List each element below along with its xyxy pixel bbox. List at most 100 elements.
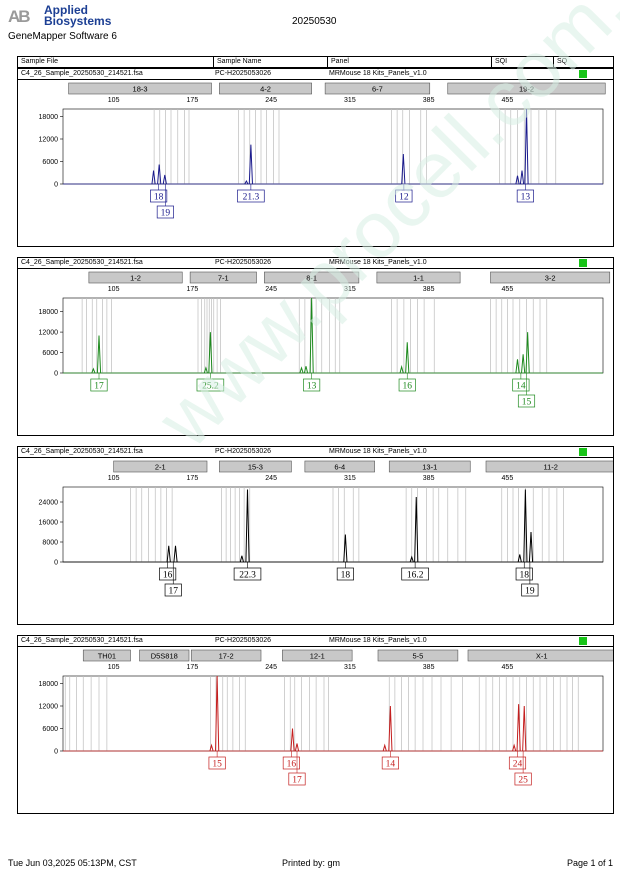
electropherogram-red: TH01 D5S818 17-2 12-1 5-5 X-1 105 175 245 315 385 4…: [39, 649, 613, 786]
locus-marker-bar: [376, 271, 461, 284]
y-tick-label: 24000: [39, 500, 59, 507]
locus-marker: 2-1: [113, 460, 208, 473]
dye-panel-red: C4_26_Sample_20250530_214521.fsa PC-H202…: [17, 635, 614, 814]
locus-marker: 12-1: [282, 649, 353, 662]
locus-marker-bar: [189, 271, 257, 284]
allele-call: 14: [381, 756, 399, 770]
locus-marker: 6-4: [304, 460, 375, 473]
x-tick-label: 385: [423, 664, 435, 671]
allele-call-box: [508, 756, 527, 770]
locus-marker-label: 2-1: [155, 463, 166, 472]
allele-call-label: 15: [212, 760, 222, 770]
electropherogram-green: 1-2 7-1 8-1 1-1 3-2 105 175 245 315 385 455 0 6000 12…: [39, 271, 611, 408]
allele-call: 15: [517, 394, 536, 408]
allele-call-box: [395, 189, 413, 203]
sample-info-row: C4_26_Sample_20250530_214521.fsa PC-H202…: [18, 636, 613, 647]
locus-marker: 17-2: [190, 649, 262, 662]
allele-call-label: 19: [525, 587, 535, 597]
allele-call-box: [521, 583, 539, 597]
brand-name: Applied Biosystems: [44, 4, 112, 28]
locus-marker: 18-3: [68, 82, 212, 95]
brand-line-2: Biosystems: [44, 14, 112, 28]
peak: [405, 342, 410, 374]
allele-call-box: [282, 756, 300, 770]
x-tick-label: 455: [502, 664, 514, 671]
panel-name: MRMouse 18 Kits_Panels_v1.0: [329, 448, 427, 455]
allele-call-box: [90, 378, 108, 392]
peak: [290, 728, 295, 752]
allele-call-box: [336, 567, 354, 581]
locus-marker-bar: [467, 649, 613, 662]
peak: [173, 545, 178, 563]
locus-marker-bar: [388, 460, 471, 473]
panel-name: MRMouse 18 Kits_Panels_v1.0: [329, 70, 427, 77]
peak: [215, 675, 220, 752]
locus-marker-label: 12-1: [310, 652, 325, 661]
column-divider: [213, 57, 214, 67]
allele-call-box: [150, 189, 168, 203]
peak: [303, 366, 309, 374]
locus-marker-label: 8-1: [306, 274, 317, 283]
peak: [309, 297, 314, 374]
software-name: GeneMapper Software 6: [8, 31, 117, 42]
printed-by: Printed by: gm: [282, 858, 341, 868]
peak: [519, 170, 525, 185]
sizing-quality-indicator: [579, 637, 587, 645]
allele-call: 19: [156, 205, 174, 219]
allele-call-box: [196, 378, 225, 392]
allele-call: 13: [516, 189, 534, 203]
allele-call-label: 16: [287, 760, 297, 770]
allele-call-box: [156, 205, 174, 219]
locus-marker-bar: [485, 460, 613, 473]
locus-marker-bar: [219, 460, 292, 473]
plot-frame: [62, 675, 604, 752]
allele-call: 25: [514, 772, 532, 786]
peak: [414, 496, 419, 563]
locus-marker-label: TH01: [98, 652, 116, 661]
column-divider: [553, 57, 554, 67]
allele-call-label: 18: [154, 193, 164, 203]
locus-marker-label: 13-1: [422, 463, 437, 472]
sample-file: C4_26_Sample_20250530_214521.fsa: [21, 448, 143, 455]
allele-call-label: 13: [307, 382, 317, 392]
allele-call-box: [516, 189, 534, 203]
electropherogram-blue: 18-3 4-2 6-7 19-2 105 175 245 315 385 455 0 6000 120…: [39, 82, 606, 219]
peak: [209, 743, 214, 752]
locus-marker-bar: [324, 82, 431, 95]
x-tick-label: 105: [108, 664, 120, 671]
x-tick-label: 315: [344, 97, 356, 104]
sample-info-row: C4_26_Sample_20250530_214521.fsa PC-H202…: [18, 69, 613, 80]
x-tick-label: 385: [423, 286, 435, 293]
x-tick-label: 105: [108, 475, 120, 482]
dye-panel-blue: C4_26_Sample_20250530_214521.fsa PC-H202…: [17, 68, 614, 247]
allele-call: 24: [508, 756, 527, 770]
locus-marker: D5S818: [139, 649, 190, 662]
locus-marker-label: 17-2: [219, 652, 234, 661]
y-tick-label: 0: [54, 182, 58, 189]
column-header-row: Sample File Sample Name Panel SQI SQ: [17, 56, 614, 68]
allele-call: 21.3: [237, 189, 265, 203]
peak: [294, 743, 300, 752]
sample-file: C4_26_Sample_20250530_214521.fsa: [21, 70, 143, 77]
peak: [512, 743, 517, 752]
peak: [203, 366, 208, 374]
col-sqi: SQI: [495, 58, 508, 65]
x-tick-label: 385: [423, 475, 435, 482]
sizing-quality-indicator: [579, 70, 587, 78]
peak: [399, 364, 404, 374]
sizing-quality-indicator: [579, 448, 587, 456]
locus-marker: X-1: [467, 649, 613, 662]
peak: [96, 335, 102, 374]
column-divider: [327, 57, 328, 67]
allele-call-box: [398, 378, 416, 392]
locus-marker-bar: [447, 82, 606, 95]
allele-call-label: 13: [521, 193, 531, 203]
locus-marker-label: 1-2: [130, 274, 141, 283]
locus-marker-bar: [190, 649, 262, 662]
locus-marker: 19-2: [447, 82, 606, 95]
peak: [245, 489, 250, 563]
allele-call-label: 14: [386, 760, 396, 770]
locus-marker-label: 1-1: [413, 274, 424, 283]
y-tick-label: 6000: [42, 350, 58, 357]
peak: [248, 144, 253, 185]
